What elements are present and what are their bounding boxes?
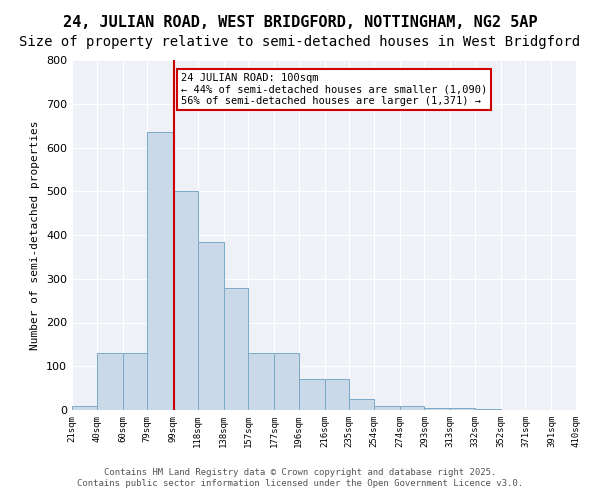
Bar xyxy=(197,242,224,410)
Bar xyxy=(248,353,274,410)
Bar xyxy=(400,406,424,410)
Bar xyxy=(299,380,325,410)
Y-axis label: Number of semi-detached properties: Number of semi-detached properties xyxy=(31,120,40,350)
Bar xyxy=(122,353,147,410)
Bar xyxy=(325,380,349,410)
Bar xyxy=(173,191,197,410)
Bar xyxy=(274,353,299,410)
Bar xyxy=(72,406,97,410)
Bar xyxy=(349,399,374,410)
Bar xyxy=(424,408,451,410)
Text: Size of property relative to semi-detached houses in West Bridgford: Size of property relative to semi-detach… xyxy=(19,35,581,49)
Bar xyxy=(224,288,248,410)
Bar xyxy=(451,408,475,410)
Text: 24, JULIAN ROAD, WEST BRIDGFORD, NOTTINGHAM, NG2 5AP: 24, JULIAN ROAD, WEST BRIDGFORD, NOTTING… xyxy=(63,15,537,30)
Bar xyxy=(97,353,122,410)
Text: 24 JULIAN ROAD: 100sqm
← 44% of semi-detached houses are smaller (1,090)
56% of : 24 JULIAN ROAD: 100sqm ← 44% of semi-det… xyxy=(181,73,487,106)
Bar xyxy=(374,406,400,410)
Bar xyxy=(147,132,173,410)
Text: Contains HM Land Registry data © Crown copyright and database right 2025.
Contai: Contains HM Land Registry data © Crown c… xyxy=(77,468,523,487)
Bar xyxy=(475,409,501,410)
